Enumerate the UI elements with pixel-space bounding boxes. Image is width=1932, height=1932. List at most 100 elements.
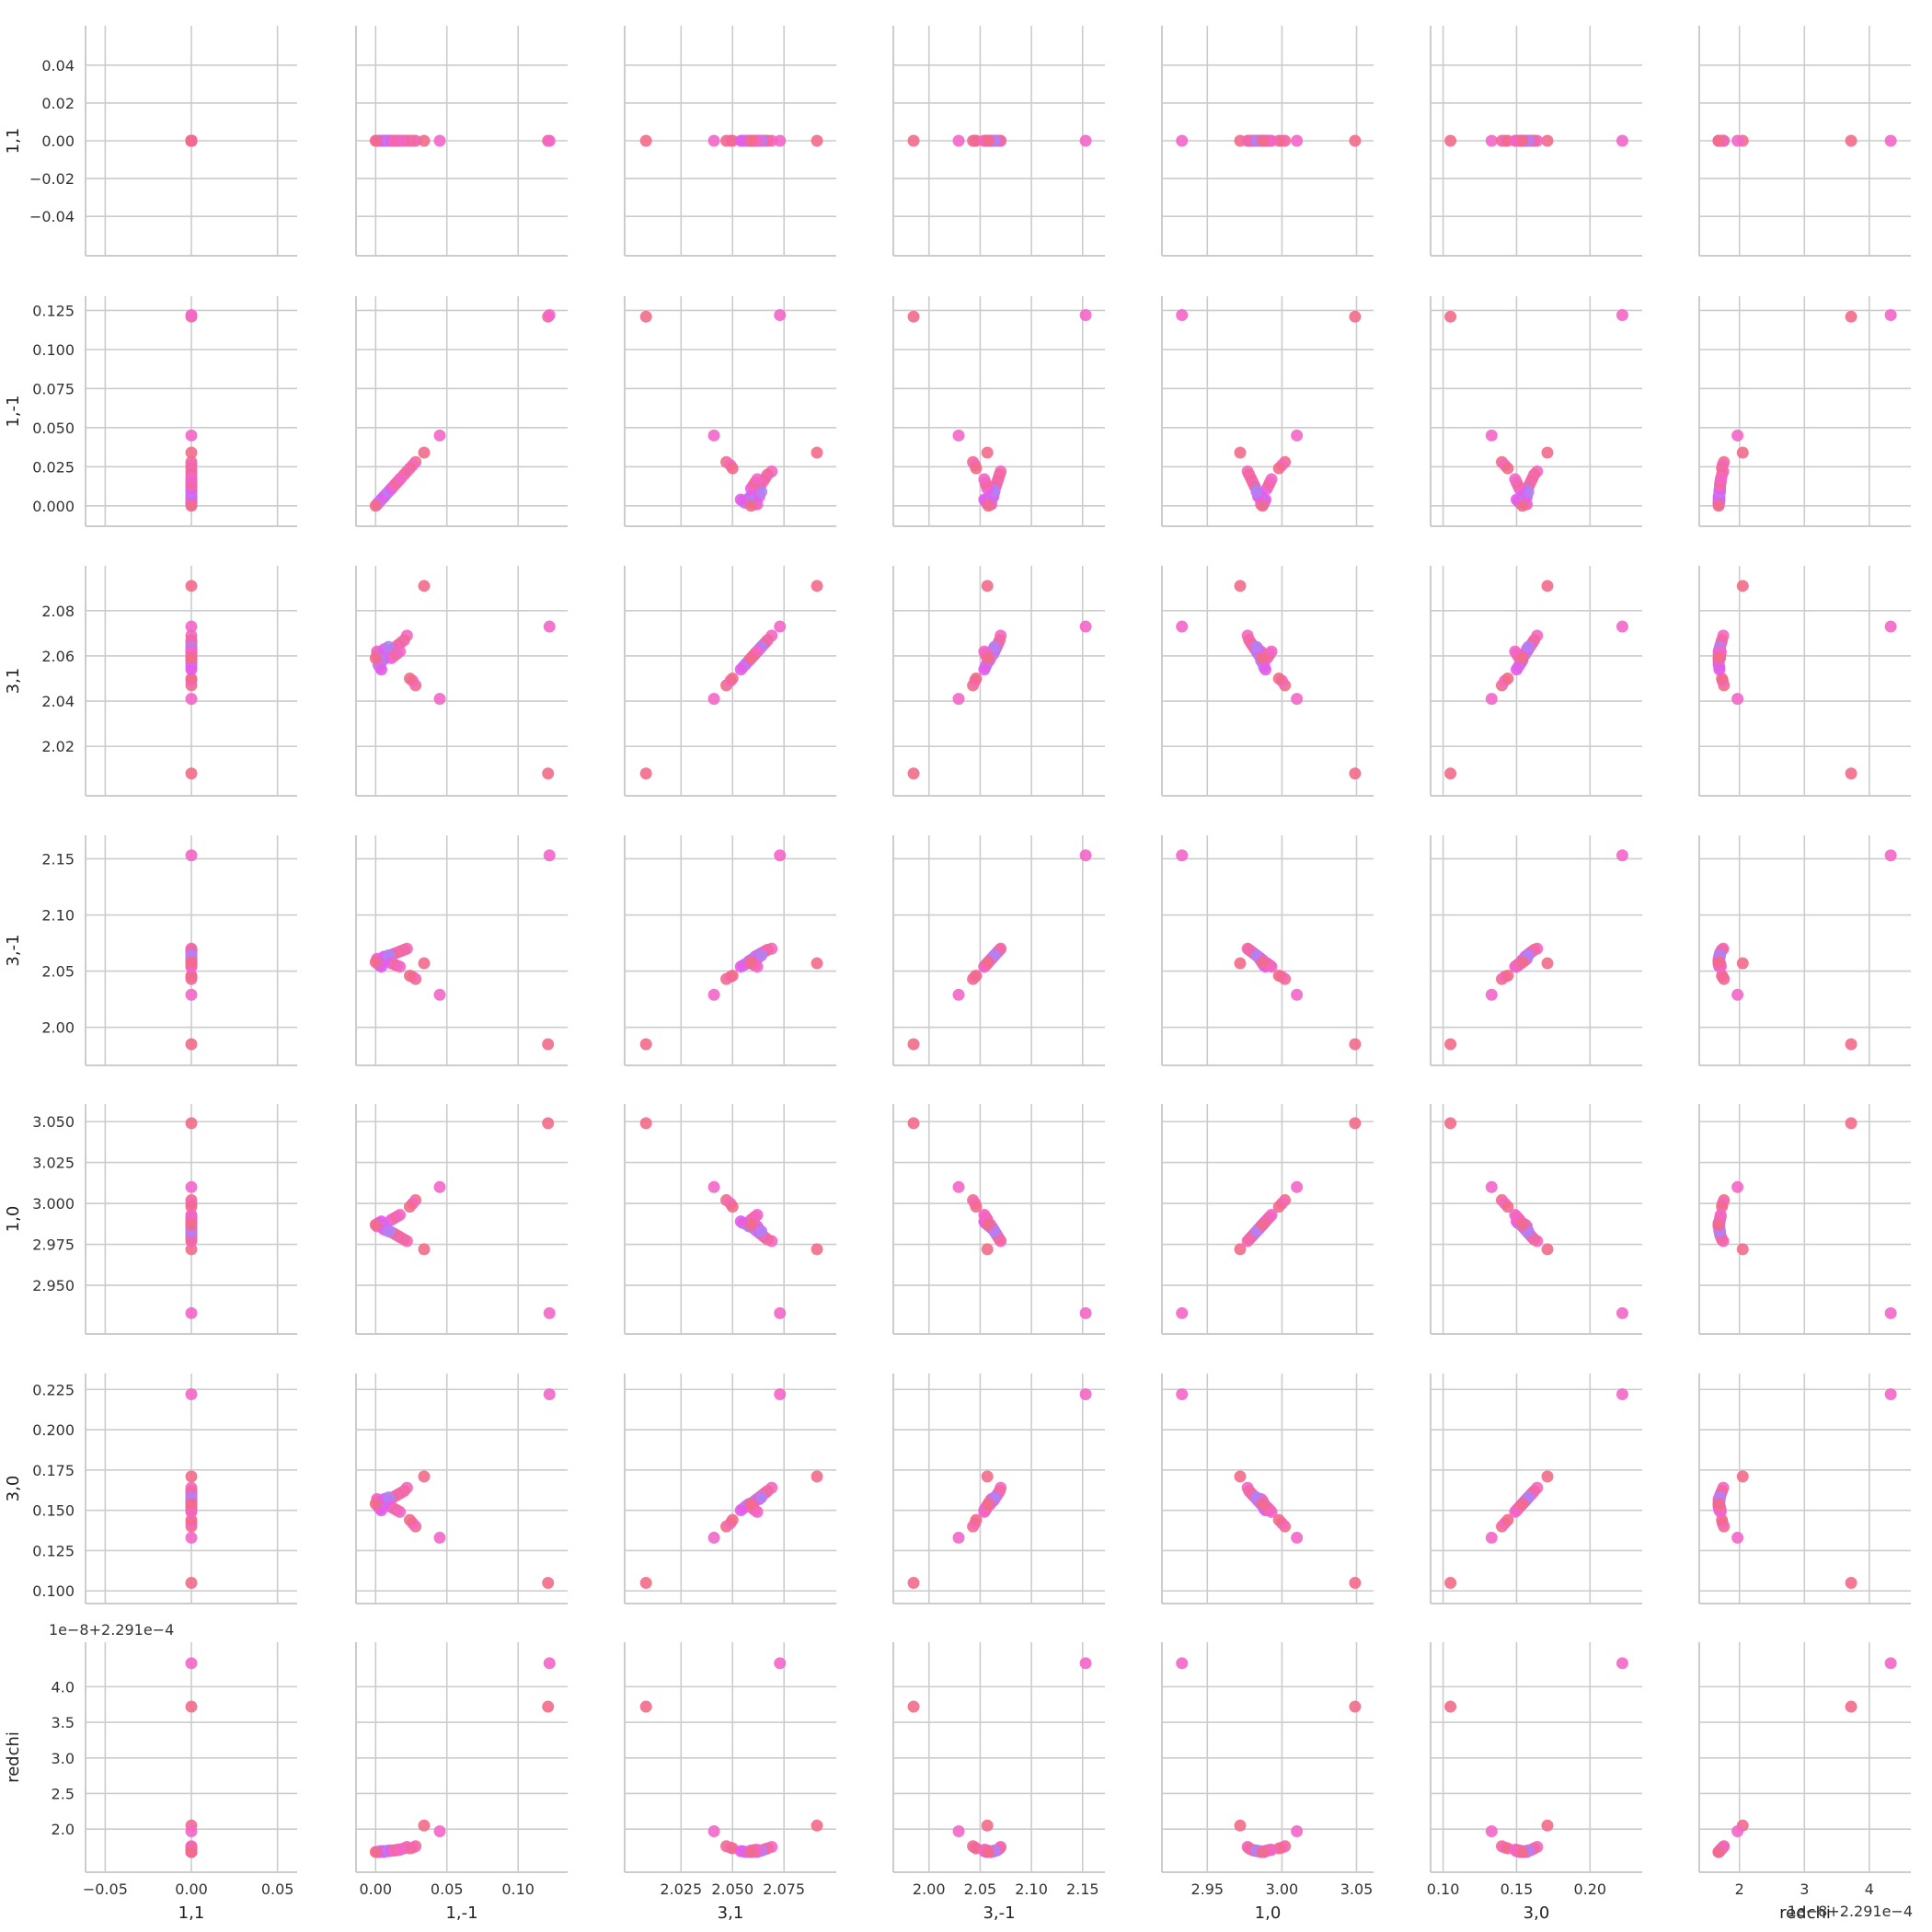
scatter-point <box>369 956 382 969</box>
scatter-point <box>403 673 416 685</box>
scatter-point <box>185 1846 198 1858</box>
scatter-point <box>185 1498 198 1511</box>
scatter-point <box>185 1117 198 1130</box>
y-axis-label: 3,1 <box>4 668 23 695</box>
scatter-point <box>185 308 198 321</box>
scatter-point <box>1712 1218 1725 1231</box>
scatter-point <box>639 1117 652 1130</box>
scatter-point <box>1349 1117 1362 1130</box>
scatter-point <box>185 1700 198 1713</box>
scatter-point <box>1731 1531 1744 1544</box>
scatter-point <box>185 767 198 780</box>
y-tick-label: 0.025 <box>32 458 75 476</box>
x-tick-label: 2.00 <box>913 1880 946 1898</box>
scatter-point <box>1444 310 1457 323</box>
y-tick-label: 2.05 <box>41 963 75 981</box>
scatter-point <box>1731 134 1744 147</box>
scatter-point <box>1884 849 1897 862</box>
scatter-point <box>394 645 407 658</box>
scatter-point <box>1349 1576 1362 1589</box>
scatter-point <box>394 960 407 973</box>
scatter-point <box>1510 663 1523 676</box>
scatter-point <box>726 673 739 685</box>
y-tick-label: 0.150 <box>32 1502 75 1520</box>
scatter-point <box>1444 1700 1457 1713</box>
y-tick-label: 3.0 <box>52 1750 75 1767</box>
scatter-point <box>1079 849 1092 862</box>
scatter-point <box>1272 462 1285 475</box>
scatter-point <box>1256 1498 1269 1511</box>
scatter-point <box>774 849 787 862</box>
scatter-point <box>774 1657 787 1670</box>
x-tick-label: 0.20 <box>1573 1880 1606 1898</box>
scatter-point <box>1291 429 1304 442</box>
x-axis-label: 3,0 <box>1524 1903 1550 1923</box>
scatter-point <box>1516 956 1529 969</box>
x-axis-label: 3,1 <box>718 1903 744 1923</box>
scatter-point <box>1291 988 1304 1001</box>
scatter-point <box>1541 1470 1554 1483</box>
scatter-point <box>394 1844 407 1857</box>
scatter-point <box>734 960 747 973</box>
scatter-point <box>185 1218 198 1231</box>
scatter-point <box>185 849 198 862</box>
scatter-point <box>1485 429 1498 442</box>
scatter-point <box>1712 500 1725 512</box>
scatter-point <box>1272 969 1285 982</box>
scatter-point <box>369 1218 382 1231</box>
scatter-point <box>403 1513 416 1526</box>
scatter-point <box>1256 134 1269 147</box>
scatter-point <box>1516 1498 1529 1511</box>
scatter-point <box>744 1498 757 1511</box>
scatter-point <box>374 663 387 676</box>
scatter-point <box>1256 1846 1269 1858</box>
scatter-point <box>1884 1657 1897 1670</box>
scatter-point <box>185 500 198 512</box>
scatter-point <box>707 988 720 1001</box>
scatter-point <box>1716 673 1729 685</box>
y-offset-text: 1e−8+2.291e−4 <box>49 1621 174 1639</box>
scatter-point <box>1259 663 1272 676</box>
scatter-point <box>707 1824 720 1837</box>
scatter-point <box>707 1180 720 1193</box>
scatter-point <box>726 134 739 147</box>
scatter-point <box>185 663 198 676</box>
scatter-point <box>1501 969 1514 982</box>
scatter-point <box>811 134 823 147</box>
scatter-point <box>382 1225 395 1237</box>
y-tick-label: 2.975 <box>32 1236 75 1254</box>
scatter-point <box>1444 134 1457 147</box>
scatter-point <box>1265 1505 1278 1518</box>
scatter-point <box>907 767 920 780</box>
scatter-point <box>1234 1819 1247 1832</box>
scatter-point <box>543 849 556 862</box>
scatter-point <box>1509 1209 1522 1222</box>
scatter-point <box>1349 1038 1362 1051</box>
scatter-point <box>1176 308 1189 321</box>
scatter-point <box>369 651 382 664</box>
y-axis-label: 3,-1 <box>4 934 23 966</box>
scatter-point <box>1176 134 1189 147</box>
scatter-point <box>1265 960 1278 973</box>
scatter-point <box>726 462 739 475</box>
x-tick-label: 2 <box>1735 1880 1744 1898</box>
scatter-point <box>1256 956 1269 969</box>
scatter-point <box>1716 969 1729 982</box>
scatter-point <box>185 1824 198 1837</box>
scatter-point <box>1176 1388 1189 1401</box>
scatter-point <box>369 500 382 512</box>
scatter-point <box>952 988 965 1001</box>
scatter-point <box>726 1201 739 1213</box>
scatter-point <box>1541 134 1554 147</box>
y-tick-label: 0.00 <box>41 132 75 150</box>
scatter-point <box>1176 620 1189 633</box>
scatter-point <box>1616 1388 1628 1401</box>
scatter-point <box>1079 134 1092 147</box>
scatter-point <box>907 1576 920 1589</box>
scatter-point <box>707 429 720 442</box>
scatter-point <box>433 988 446 1001</box>
scatter-point <box>542 1038 555 1051</box>
y-axis-label: 1,1 <box>4 128 23 155</box>
scatter-point <box>907 310 920 323</box>
scatter-point <box>1541 1819 1554 1832</box>
